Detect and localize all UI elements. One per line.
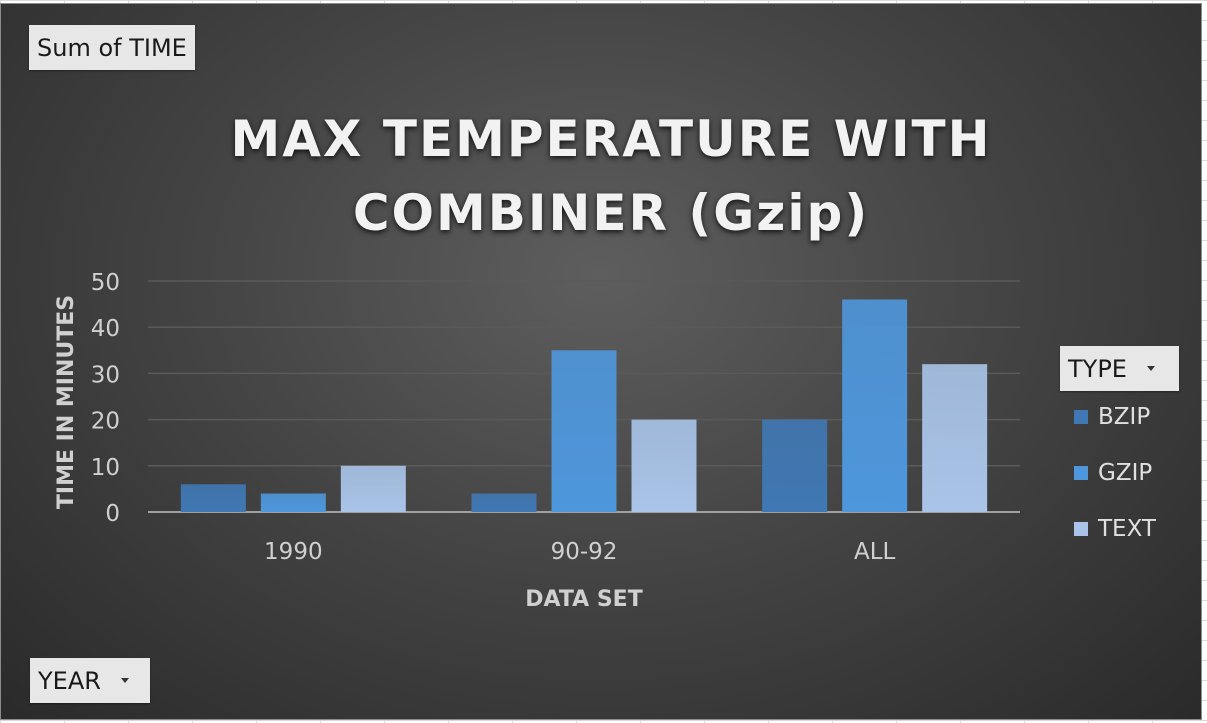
chevron-down-icon[interactable]	[1146, 366, 1155, 371]
bars	[180, 299, 988, 512]
x-tick-labels: 1990 90-92 ALL	[264, 539, 895, 565]
bar-bzip-all[interactable]	[762, 419, 828, 512]
bar-text-all[interactable]	[922, 364, 988, 512]
chart-title-line-2: COMBINER (Gzip)	[352, 184, 870, 242]
legend-swatch-bzip	[1074, 410, 1088, 424]
legend-field-button[interactable]: TYPE	[1060, 346, 1179, 391]
bar-gzip-1990[interactable]	[260, 493, 326, 512]
y-tick-label: 10	[91, 455, 120, 481]
legend-swatch-gzip	[1074, 466, 1088, 480]
bar-bzip-90-92[interactable]	[471, 493, 537, 512]
y-tick-label: 50	[91, 270, 120, 296]
x-tick-label: 90-92	[551, 539, 618, 565]
x-tick-label: ALL	[854, 539, 896, 565]
values-field-label: Sum of TIME	[37, 33, 187, 62]
y-tick-label: 30	[91, 362, 120, 388]
y-axis-label: TIME IN MINUTES	[54, 295, 79, 509]
chart-title-line-1: MAX TEMPERATURE WITH	[230, 110, 992, 168]
axis-field-button[interactable]: YEAR	[30, 658, 150, 703]
bar-text-1990[interactable]	[340, 465, 406, 512]
y-tick-labels: 0 10 20 30 40 50	[91, 270, 120, 527]
x-axis-label: DATA SET	[525, 587, 642, 612]
bar-gzip-90-92[interactable]	[551, 350, 617, 512]
legend-field-label: TYPE	[1068, 354, 1127, 383]
y-tick-label: 40	[91, 316, 120, 342]
bar-text-90-92[interactable]	[631, 419, 697, 512]
legend-item-text[interactable]: TEXT	[1074, 516, 1156, 542]
y-tick-label: 20	[91, 409, 120, 435]
values-field-button[interactable]: Sum of TIME	[29, 25, 195, 70]
legend-swatch-text	[1074, 522, 1088, 536]
legend-label: GZIP	[1098, 460, 1153, 486]
y-tick-label: 0	[105, 501, 120, 527]
legend-item-gzip[interactable]: GZIP	[1074, 460, 1152, 486]
legend-item-bzip[interactable]: BZIP	[1074, 404, 1150, 430]
axis-field-label: YEAR	[38, 666, 101, 695]
x-tick-label: 1990	[264, 539, 323, 565]
chart-title: MAX TEMPERATURE WITH COMBINER (Gzip)	[151, 102, 1071, 250]
bar-gzip-all[interactable]	[842, 299, 908, 512]
legend-label: TEXT	[1098, 516, 1156, 542]
bar-bzip-1990[interactable]	[180, 484, 246, 512]
chevron-down-icon[interactable]	[120, 678, 129, 683]
legend-label: BZIP	[1098, 404, 1151, 430]
